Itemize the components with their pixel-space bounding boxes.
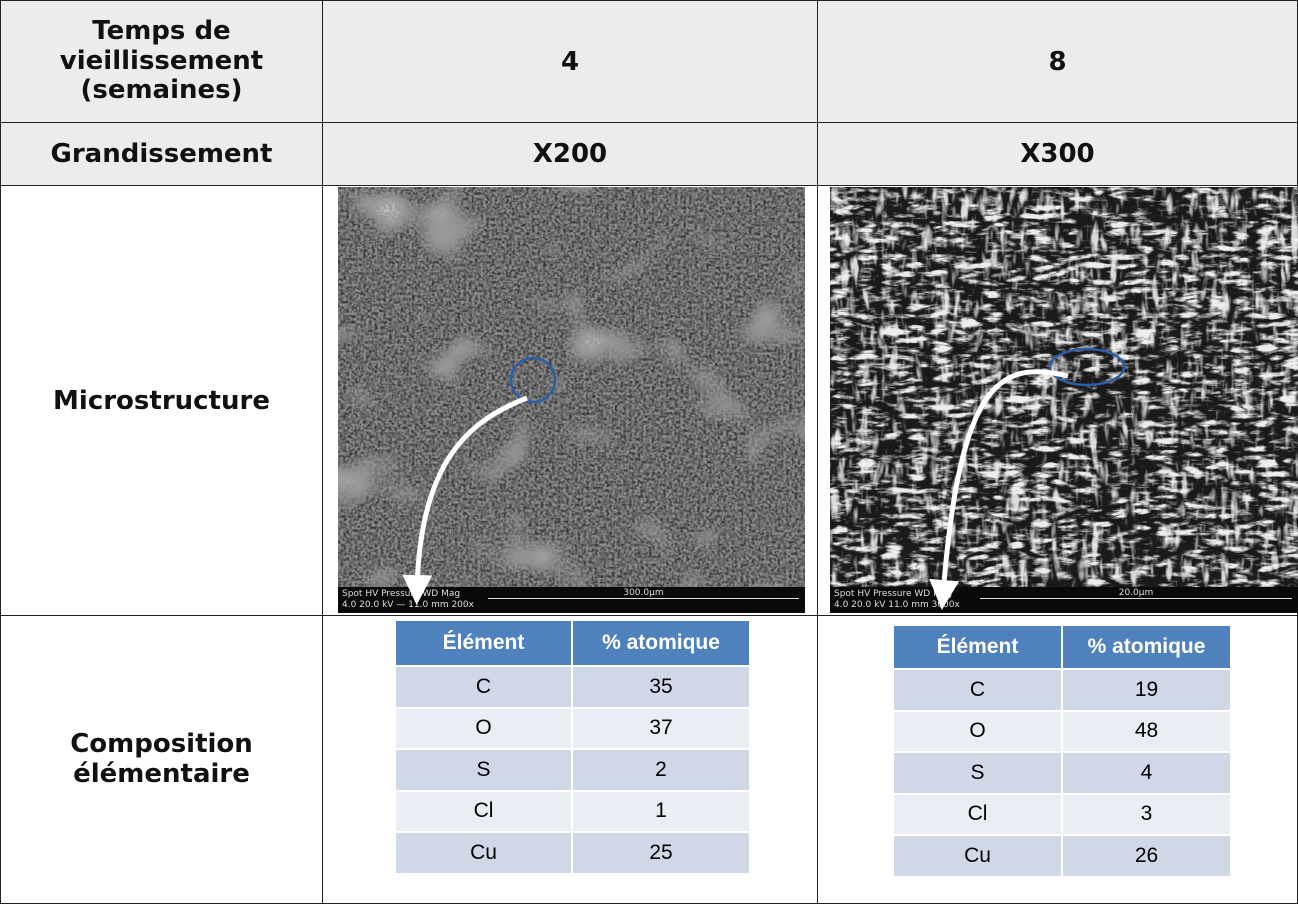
- header-cell: Élément: [395, 620, 572, 666]
- cell: X300: [817, 122, 1298, 186]
- sem-image: Spot HV Pressure WD Mag 4.0 20.0 kV — 11…: [338, 187, 805, 613]
- scale-text: 20.0µm: [1115, 588, 1157, 598]
- header-row: Élément% atomique: [893, 625, 1231, 669]
- info-bar: Spot HV Pressure WD Mag 4.0 20.0 kV 11.0…: [830, 587, 1298, 613]
- header-cell: 4: [322, 0, 818, 123]
- row-label: Temps de vieillissement (semaines): [59, 15, 264, 106]
- texture: [830, 187, 1298, 613]
- composition-table: Élément% atomique C 19 O 48 S 4 Cl 3 Cu 26: [893, 625, 1231, 877]
- table-cell: 25: [572, 832, 750, 874]
- table-cell: 35: [572, 666, 750, 708]
- table-cell: 1: [572, 790, 750, 832]
- table-cell: C: [893, 669, 1062, 711]
- table-row: O 48: [893, 710, 1231, 752]
- table-cell: 48: [1062, 710, 1231, 752]
- cell: X200: [322, 122, 818, 186]
- table-row: C 35: [395, 666, 750, 708]
- table-cell: S: [395, 749, 572, 791]
- table-cell: O: [395, 707, 572, 749]
- table-cell: C: [395, 666, 572, 708]
- table-row: O 37: [395, 707, 750, 749]
- scale-text: 300.0µm: [620, 588, 667, 598]
- table-cell: 37: [572, 707, 750, 749]
- table-cell: O: [893, 710, 1062, 752]
- texture: [338, 187, 805, 613]
- header-cell: Élément: [893, 625, 1062, 669]
- table-row: C 19: [893, 669, 1231, 711]
- table-row: Cu 25: [395, 832, 750, 874]
- table-cell: Cl: [893, 793, 1062, 835]
- table-cell: 2: [572, 749, 750, 791]
- row-label-cell: Grandissement: [0, 122, 323, 186]
- magnification: X200: [532, 139, 608, 169]
- row-label: Composition élémentaire: [70, 728, 253, 789]
- info-bar: Spot HV Pressure WD Mag 4.0 20.0 kV — 11…: [338, 587, 805, 613]
- row-label: Microstructure: [53, 385, 270, 416]
- header-cell: 8: [817, 0, 1298, 123]
- scale-bar: 20.0µm: [980, 588, 1292, 599]
- column-label: 4: [560, 46, 580, 77]
- sem-image: Spot HV Pressure WD Mag 4.0 20.0 kV 11.0…: [830, 187, 1298, 613]
- composition-table: Élément% atomique C 35 O 37 S 2 Cl 1 Cu 25: [395, 620, 750, 874]
- info-text: Spot HV Pressure WD Mag: [834, 589, 953, 599]
- row-label-cell: Microstructure: [0, 185, 323, 616]
- table-cell: Cl: [395, 790, 572, 832]
- magnification: X300: [1020, 139, 1095, 169]
- info-text: 4.0 20.0 kV 11.0 mm 3000x: [834, 600, 960, 610]
- column-label: 8: [1048, 46, 1067, 77]
- info-text: Spot HV Pressure WD Mag: [342, 589, 461, 599]
- info-text: 4.0 20.0 kV — 11.0 mm 200x: [342, 600, 474, 610]
- table-cell: 26: [1062, 835, 1231, 877]
- table-cell: 19: [1062, 669, 1231, 711]
- table-row: Cl 1: [395, 790, 750, 832]
- table-cell: S: [893, 752, 1062, 794]
- table-cell: Cu: [893, 835, 1062, 877]
- row-label: Grandissement: [50, 139, 273, 169]
- table-row: Cu 26: [893, 835, 1231, 877]
- table-row: Cl 3: [893, 793, 1231, 835]
- table-cell: 4: [1062, 752, 1231, 794]
- table-cell: Cu: [395, 832, 572, 874]
- header-cell: % atomique: [1062, 625, 1231, 669]
- row-label-cell: Composition élémentaire: [0, 615, 323, 904]
- header-row: Élément% atomique: [395, 620, 750, 666]
- header-cell: Temps de vieillissement (semaines): [0, 0, 323, 123]
- scale-bar: 300.0µm: [488, 588, 799, 599]
- header-cell: % atomique: [572, 620, 750, 666]
- table-cell: 3: [1062, 793, 1231, 835]
